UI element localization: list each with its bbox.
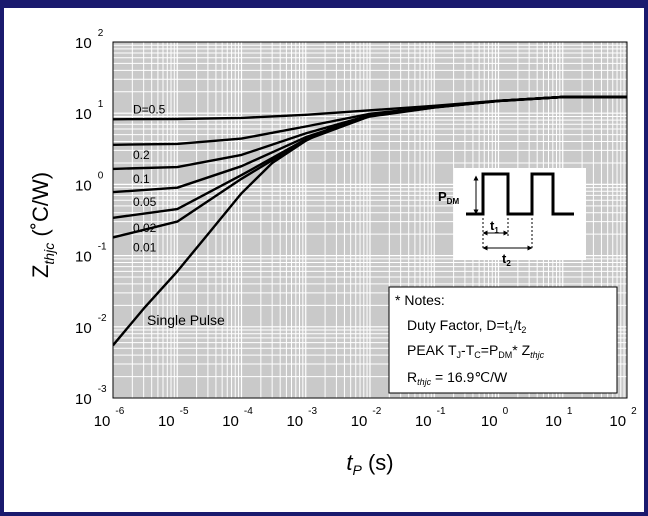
- notes-line-duty-factor: Duty Factor, D=t1/t2: [407, 317, 526, 335]
- x-tick-label: 101: [545, 406, 573, 430]
- x-tick-label: 10-4: [222, 406, 253, 430]
- x-axis-title: tP (s): [346, 450, 393, 478]
- frame-right-border: [644, 0, 648, 516]
- x-tick-label: 100: [481, 406, 509, 430]
- curves-group: [113, 95, 627, 347]
- notes-box-border: [388, 286, 618, 394]
- y-tick-label: 101: [75, 99, 104, 123]
- curve-label: 0.01: [133, 240, 157, 254]
- curve-labels: D=0.5 0.2 0.1 0.05 0.02 0.01 Single Pulse: [133, 102, 225, 328]
- x-tick-label: 102: [609, 406, 637, 430]
- y-tick-labels: 102 101 100 10-1 10-2 10-3: [75, 28, 107, 408]
- y-tick-label: 102: [75, 28, 104, 52]
- curve-label: D=0.5: [133, 102, 166, 116]
- notes-heading: * Notes:: [395, 292, 445, 308]
- y-tick-label: 10-2: [75, 313, 107, 337]
- x-tick-label: 10-6: [94, 406, 125, 430]
- notes-box: * Notes: Duty Factor, D=t1/t2 PEAK TJ-TC…: [388, 286, 618, 394]
- y-axis-title: Zthjc (˚C/W): [28, 172, 57, 278]
- pdm-label: PDM: [438, 189, 459, 206]
- notes-line-rthjc: Rthjc = 16.9℃/W: [407, 369, 508, 387]
- frame-left-border: [0, 0, 4, 516]
- x-tick-label: 10-2: [351, 406, 382, 430]
- t2-label: t2: [502, 251, 511, 268]
- frame-bottom-border: [0, 512, 648, 516]
- curve-label: 0.02: [133, 221, 157, 235]
- curve-label: 0.05: [133, 195, 157, 209]
- x-tick-label: 10-5: [158, 406, 189, 430]
- plot-border: [112, 41, 628, 399]
- curve-label: 0.1: [133, 172, 150, 186]
- y-tick-label: 10-1: [75, 242, 107, 266]
- notes-line-peak: PEAK TJ-TC=PDM* Zthjc: [407, 342, 545, 360]
- frame-top-border: [0, 0, 648, 8]
- pulse-diagram: PDM t1 t2: [438, 168, 586, 268]
- t1-label: t1: [490, 218, 499, 235]
- x-tick-label: 10-1: [415, 406, 446, 430]
- x-tick-labels: 10-6 10-5 10-4 10-3 10-2 10-1 100 101 102: [94, 406, 637, 430]
- curve-label: 0.2: [133, 148, 150, 162]
- x-tick-label: 10-3: [286, 406, 317, 430]
- pulse-waveform: [466, 172, 574, 216]
- curve-label-single-pulse: Single Pulse: [147, 312, 225, 328]
- curve-single-pulse: [113, 95, 627, 347]
- y-tick-label: 10-3: [75, 384, 107, 408]
- y-tick-label: 100: [75, 170, 104, 194]
